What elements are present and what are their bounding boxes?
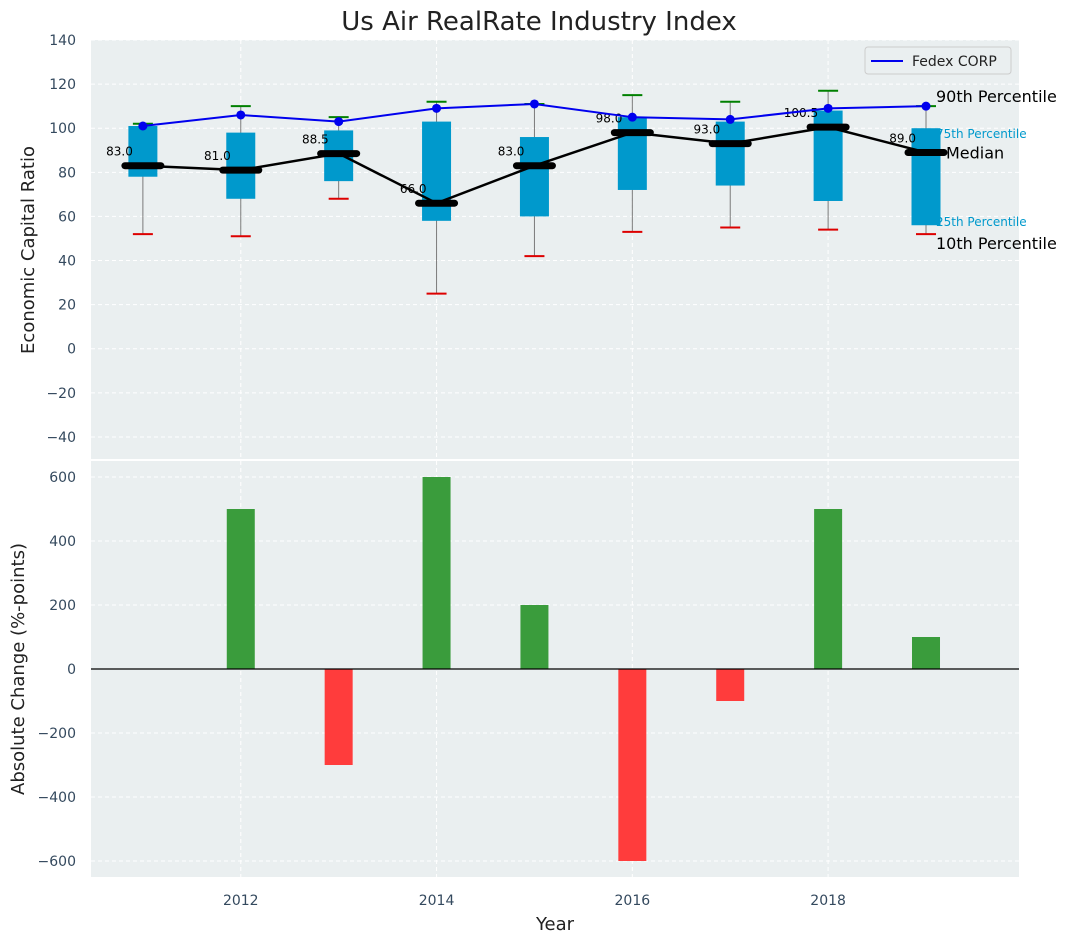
fedex-point [725,114,735,124]
x-axis-label: Year [535,914,575,935]
top-y-tick-label: 140 [49,33,76,49]
iqr-box [617,117,647,190]
median-value-label: 83.0 [106,145,133,159]
top-panel: 140 120 100 80 60 40 20 0 −20 −40 83.0 81.0 88.5 66.0… [46,33,1057,459]
legend-box [864,46,1012,75]
legend: Fedex CORP [864,46,1012,75]
median-value-label: 88.5 [302,133,329,147]
top-y-tick-label: 40 [58,254,76,270]
bottom-y-tick-label: 400 [49,534,76,550]
x-tick-label: 2018 [810,893,846,909]
top-y-tick-label: 60 [58,209,76,225]
change-bar-positive [814,509,843,669]
median-value-label: 81.0 [204,149,231,163]
bottom-y-tick-label: 0 [67,662,76,678]
x-tick-label: 2014 [419,893,455,909]
bottom-y-tick-label: 200 [49,598,76,614]
fedex-point [334,117,344,127]
top-plot-area [91,40,1019,459]
bottom-y-tick-label: −400 [38,790,76,806]
top-y-tick-label: 20 [58,298,76,314]
change-bar-negative [716,669,745,701]
median-value-label: 89.0 [889,131,916,145]
bottom-y-tick-label: −600 [38,854,76,870]
annotation-p25: 25th Percentile [936,215,1027,229]
median-value-label: 66.0 [400,182,427,196]
change-bar-negative [618,669,647,861]
fedex-point [138,121,148,131]
fedex-point [432,103,442,113]
annotation-p75: 75th Percentile [936,127,1027,141]
top-y-tick-label: 80 [58,165,76,181]
fedex-point [823,103,833,113]
top-y-tick-label: 120 [49,77,76,93]
fedex-point [236,110,246,120]
median-value-label: 93.0 [694,123,721,137]
chart-title: Us Air RealRate Industry Index [341,7,737,37]
change-bar-positive [422,477,451,669]
top-y-tick-label: −20 [46,386,76,402]
change-bar-positive [226,509,255,669]
change-bar-positive [520,605,549,669]
top-y-tick-label: 100 [49,121,76,137]
x-tick-label: 2016 [615,893,651,909]
fedex-point [529,99,539,109]
bottom-y-tick-label: −200 [38,726,76,742]
top-y-axis-label: Economic Capital Ratio [18,146,39,354]
fedex-point [627,112,637,122]
annotation-p90: 90th Percentile [936,87,1057,106]
change-bar-positive [912,637,941,669]
iqr-box [519,137,549,217]
iqr-box [911,128,941,226]
change-bar-negative [324,669,353,765]
bottom-panel: 600 400 200 0 −200 −400 −600 2012 2014 2016 2018 [38,461,1019,909]
x-tick-label: 2012 [223,893,259,909]
top-y-tick-label: 0 [67,342,76,358]
annotation-p10: 10th Percentile [936,234,1057,253]
iqr-box [715,121,745,186]
bottom-y-axis-label: Absolute Change (%-points) [8,543,29,795]
fedex-point [921,101,931,111]
legend-label: Fedex CORP [912,54,997,70]
bottom-y-tick-label: 600 [49,470,76,486]
top-y-tick-label: −40 [46,430,76,446]
median-value-label: 83.0 [498,145,525,159]
annotation-median: Median [946,143,1004,162]
iqr-box [226,132,256,199]
